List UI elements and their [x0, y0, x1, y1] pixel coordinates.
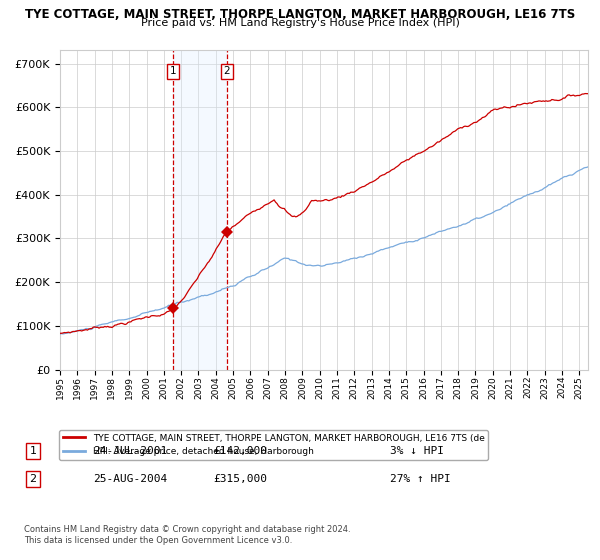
- Text: TYE COTTAGE, MAIN STREET, THORPE LANGTON, MARKET HARBOROUGH, LE16 7TS: TYE COTTAGE, MAIN STREET, THORPE LANGTON…: [25, 8, 575, 21]
- Legend: TYE COTTAGE, MAIN STREET, THORPE LANGTON, MARKET HARBOROUGH, LE16 7TS (de, HPI: : TYE COTTAGE, MAIN STREET, THORPE LANGTON…: [59, 430, 488, 460]
- Text: 3% ↓ HPI: 3% ↓ HPI: [390, 446, 444, 456]
- Text: £142,000: £142,000: [213, 446, 267, 456]
- Text: 2: 2: [29, 474, 37, 484]
- Text: 2: 2: [224, 66, 230, 76]
- Text: Contains HM Land Registry data © Crown copyright and database right 2024.: Contains HM Land Registry data © Crown c…: [24, 525, 350, 534]
- Text: 1: 1: [170, 66, 177, 76]
- Text: 24-JUL-2001: 24-JUL-2001: [93, 446, 167, 456]
- Text: This data is licensed under the Open Government Licence v3.0.: This data is licensed under the Open Gov…: [24, 536, 292, 545]
- Text: 1: 1: [29, 446, 37, 456]
- Text: £315,000: £315,000: [213, 474, 267, 484]
- Text: Price paid vs. HM Land Registry's House Price Index (HPI): Price paid vs. HM Land Registry's House …: [140, 18, 460, 29]
- Text: 25-AUG-2004: 25-AUG-2004: [93, 474, 167, 484]
- Bar: [173, 50, 227, 370]
- Text: 27% ↑ HPI: 27% ↑ HPI: [390, 474, 451, 484]
